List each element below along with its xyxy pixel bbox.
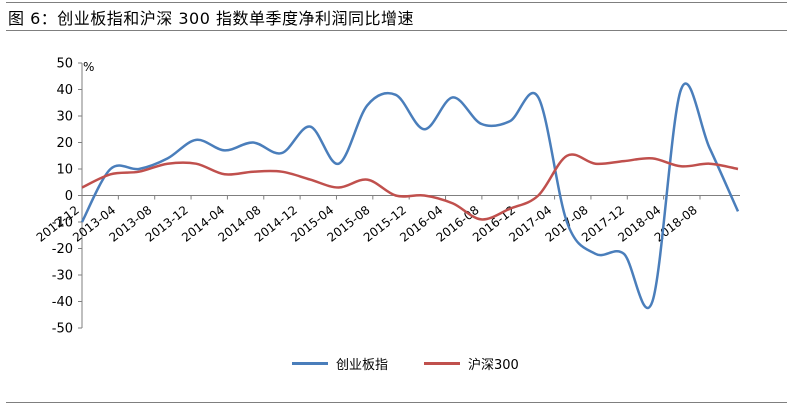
- y-tick-label: -40: [52, 295, 73, 310]
- y-tick-label: 50: [56, 57, 73, 72]
- y-tick-label: -20: [52, 242, 73, 257]
- y-tick-label: 0: [65, 189, 73, 204]
- series-lines: [80, 82, 740, 310]
- series-line-1: [81, 153, 739, 221]
- top-rule: [6, 2, 787, 3]
- y-tick-label: -10: [52, 216, 73, 231]
- legend: 创业板指 沪深300: [292, 354, 519, 373]
- legend-label-0: 创业板指: [336, 358, 389, 373]
- series-line-0: [80, 82, 740, 310]
- bottom-rule: [6, 402, 787, 403]
- y-unit-label: %: [83, 60, 94, 74]
- y-tick-label: -30: [52, 269, 73, 284]
- y-tick-label: 30: [56, 110, 73, 125]
- y-tick-label: 20: [56, 136, 73, 151]
- chart-title: 图 6：创业板指和沪深 300 指数单季度净利润同比增速: [8, 9, 414, 28]
- legend-item-0: 创业板指: [292, 354, 388, 373]
- x-axis: 2012-122013-042013-082013-122014-042014-…: [34, 195, 740, 245]
- y-tick-label: 10: [56, 163, 73, 178]
- title-rule: [6, 30, 787, 31]
- legend-swatch-1: [424, 362, 461, 365]
- y-tick-label: -50: [52, 322, 73, 337]
- y-axis: 50 40 30 20 10 0 -10 -20 -30 -40 -50: [52, 57, 83, 337]
- y-tick-label: 40: [56, 83, 73, 98]
- legend-label-1: 沪深300: [468, 358, 519, 373]
- legend-item-1: 沪深300: [424, 354, 519, 373]
- legend-swatch-0: [292, 362, 328, 365]
